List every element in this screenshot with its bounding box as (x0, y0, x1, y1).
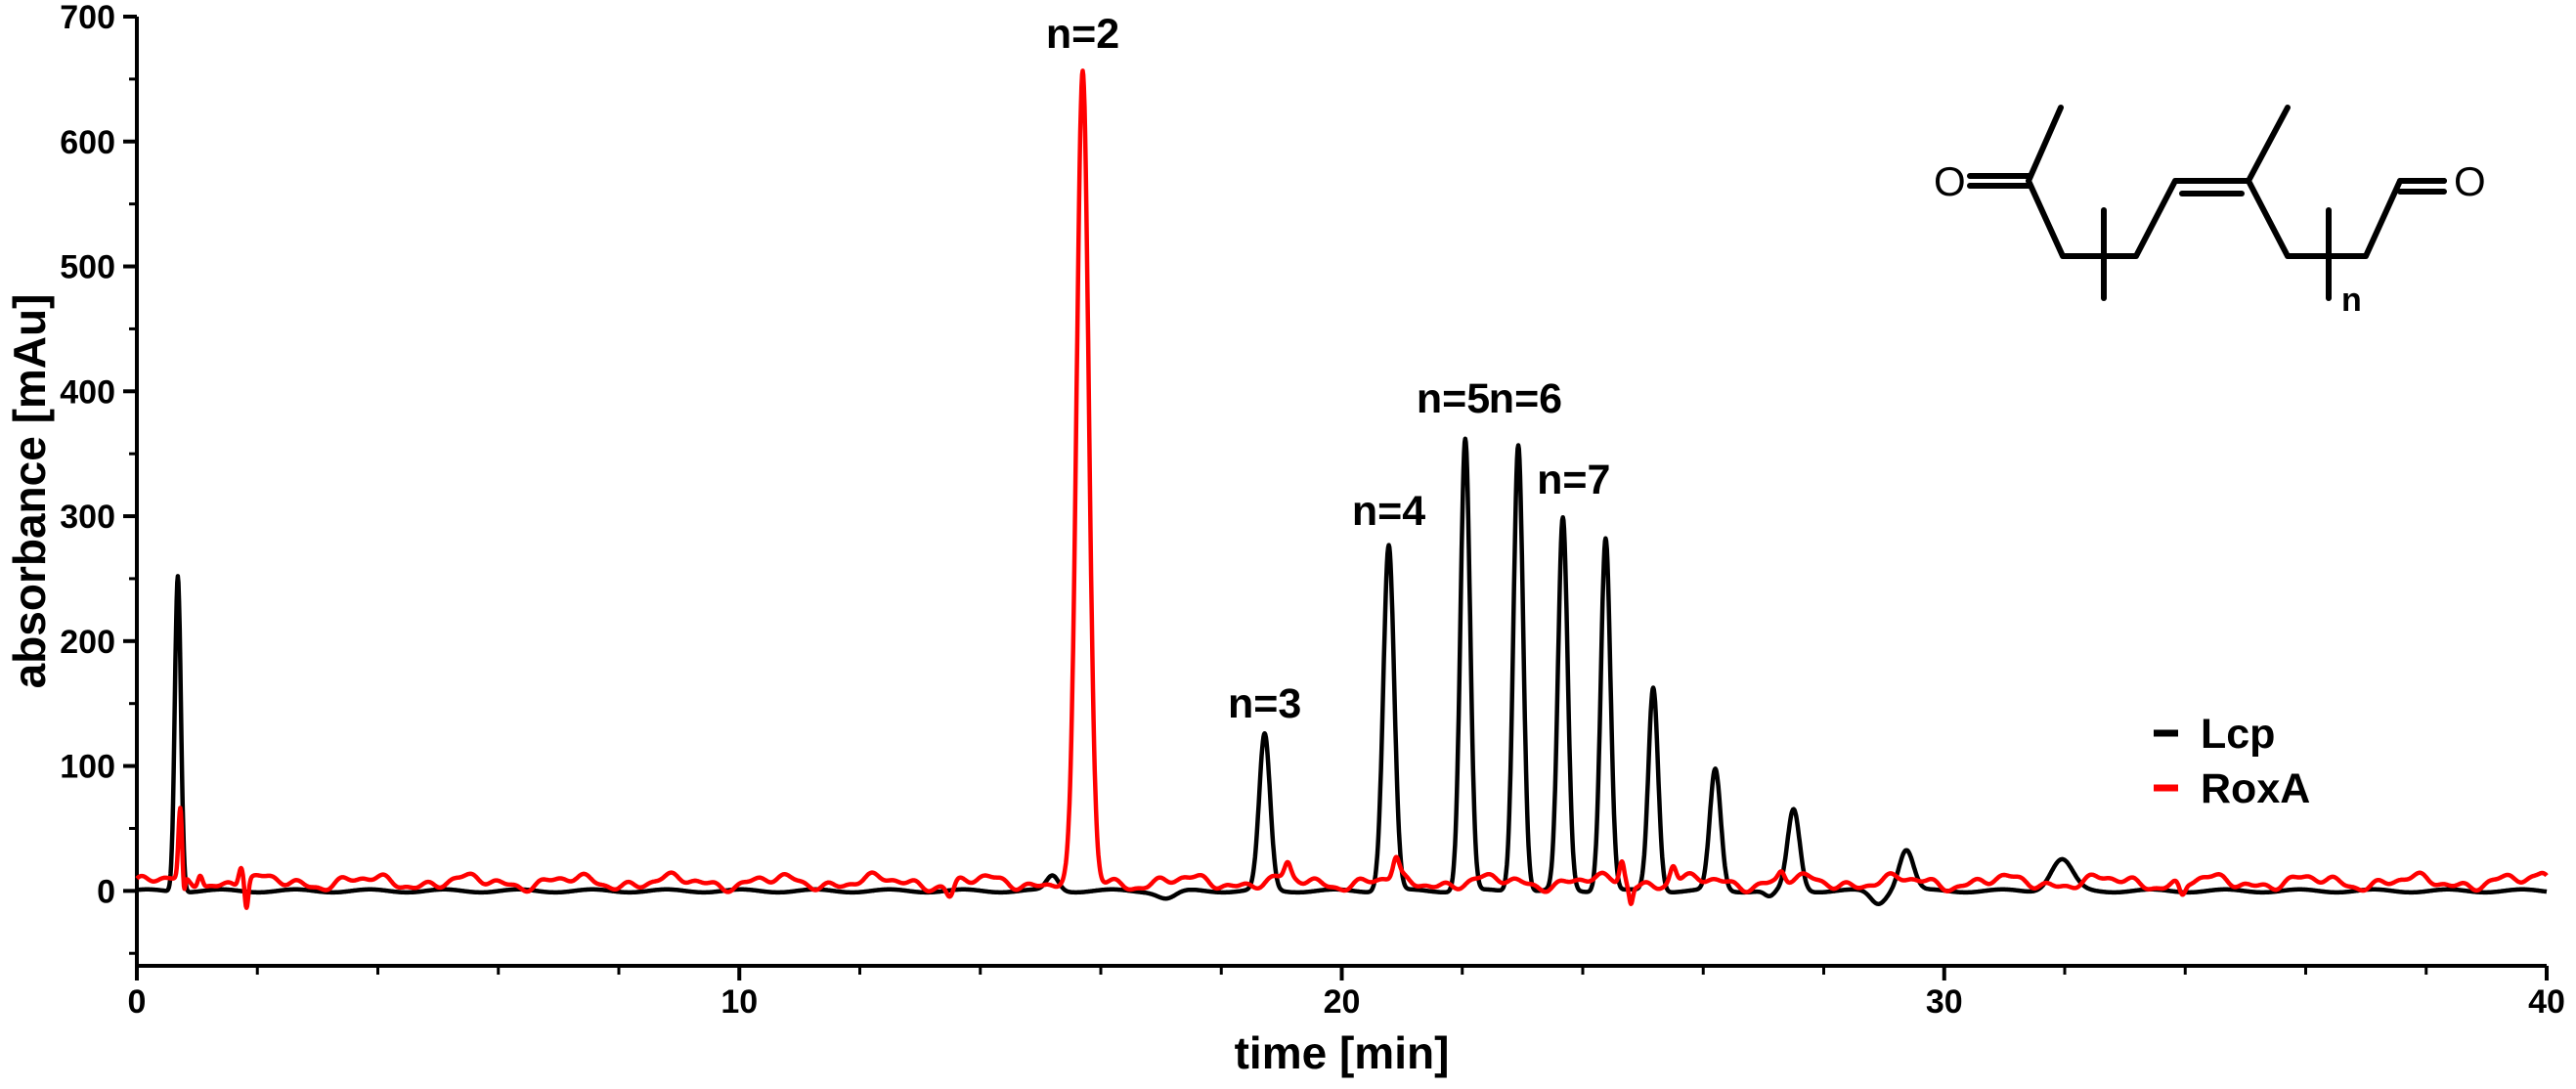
peak-label: n=2 (1046, 11, 1119, 58)
y-tick-label: 500 (60, 249, 115, 286)
structure-repeat-subscript: n (2341, 282, 2362, 319)
peak-label: n=4 (1352, 488, 1425, 535)
x-tick-label: 30 (1926, 983, 1963, 1021)
peak-label: n=3 (1228, 680, 1301, 727)
traces (135, 68, 2549, 910)
series-line-lcp (135, 436, 2549, 907)
x-tick-label: 10 (720, 983, 758, 1021)
structure-left-oxygen: O (1934, 158, 1966, 204)
x-tick-label: 20 (1324, 983, 1361, 1021)
y-tick-label: 400 (60, 373, 115, 411)
chemical-structure: O O n (1934, 105, 2486, 319)
legend-label-roxa: RoxA (2201, 765, 2310, 812)
peak-label: n=5 (1417, 375, 1490, 422)
structure-right-oxygen: O (2454, 158, 2486, 204)
peak-label: n=7 (1537, 457, 1610, 503)
legend-label-lcp: Lcp (2201, 711, 2275, 758)
series-line-roxa (135, 68, 2549, 910)
structure-right-carbonyl (2397, 178, 2447, 195)
legend: Lcp RoxA (2154, 711, 2310, 812)
x-tick-label: 0 (128, 983, 147, 1021)
y-tick-label: 100 (60, 749, 115, 786)
structure-left-carbonyl (1967, 173, 2031, 189)
y-axis-title: absorbance [mAu] (4, 294, 55, 689)
y-tick-label: 600 (60, 124, 115, 161)
axes: 0 100 200 300 400 500 600 700 0 10 20 30 40 time [min… (4, 0, 2565, 1078)
peak-annotations: n=2 n=3 n=4 n=5n=6 n=7 (1046, 11, 1611, 727)
y-tick-label: 200 (60, 624, 115, 661)
y-tick-label: 700 (60, 0, 115, 36)
structure-backbone (2026, 105, 2447, 259)
y-tick-label: 300 (60, 499, 115, 536)
x-axis-title: time [min] (1235, 1027, 1450, 1078)
y-tick-label: 0 (97, 873, 115, 910)
peak-label: n=6 (1489, 375, 1562, 422)
x-tick-label: 40 (2528, 983, 2565, 1021)
